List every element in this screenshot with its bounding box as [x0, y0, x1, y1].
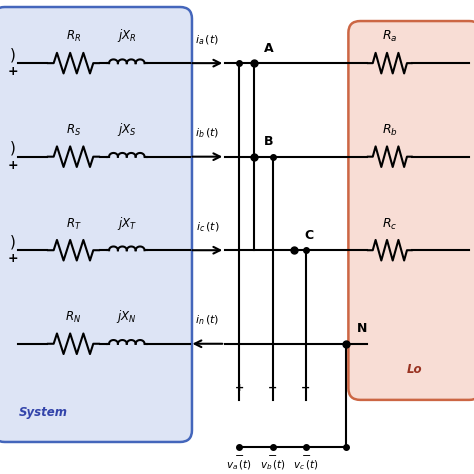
Text: $-$: $-$ — [234, 449, 245, 459]
Text: N: N — [356, 322, 367, 335]
Text: Lo: Lo — [407, 364, 422, 376]
Text: $R_c$: $R_c$ — [382, 217, 398, 231]
Text: $i_n\,(t)$: $i_n\,(t)$ — [195, 314, 219, 328]
Text: ): ) — [10, 141, 16, 156]
Text: $jX_S$: $jX_S$ — [117, 121, 137, 138]
Text: +: + — [8, 159, 18, 172]
Text: $R_R$: $R_R$ — [66, 29, 81, 45]
Text: C: C — [304, 229, 313, 242]
Text: ): ) — [10, 47, 16, 62]
Text: $v_b\,(t)$: $v_b\,(t)$ — [260, 458, 285, 472]
Text: ): ) — [10, 234, 16, 249]
Text: $i_c\,(t)$: $i_c\,(t)$ — [196, 220, 219, 234]
Text: B: B — [264, 135, 273, 148]
Text: $R_T$: $R_T$ — [65, 217, 82, 231]
Text: +: + — [301, 383, 310, 393]
Text: $i_b\,(t)$: $i_b\,(t)$ — [195, 127, 219, 140]
Text: $i_a\,(t)$: $i_a\,(t)$ — [195, 33, 219, 47]
Text: $v_a\,(t)$: $v_a\,(t)$ — [227, 458, 252, 472]
Text: $R_b$: $R_b$ — [382, 123, 398, 138]
Text: +: + — [8, 65, 18, 78]
Text: $v_c\,(t)$: $v_c\,(t)$ — [293, 458, 319, 472]
Text: $jX_N$: $jX_N$ — [117, 308, 137, 325]
Text: +: + — [8, 252, 18, 265]
FancyBboxPatch shape — [0, 7, 192, 442]
Text: System: System — [19, 406, 68, 419]
Text: $R_S$: $R_S$ — [66, 123, 81, 138]
Text: $-$: $-$ — [301, 449, 311, 459]
Text: $-$: $-$ — [267, 449, 278, 459]
Text: $jX_R$: $jX_R$ — [117, 27, 137, 45]
Text: +: + — [268, 383, 277, 393]
Text: $R_a$: $R_a$ — [382, 29, 398, 45]
FancyBboxPatch shape — [348, 21, 474, 400]
Text: $R_N$: $R_N$ — [65, 310, 82, 325]
Text: $jX_T$: $jX_T$ — [117, 215, 137, 231]
Text: A: A — [264, 42, 273, 55]
Text: +: + — [235, 383, 244, 393]
